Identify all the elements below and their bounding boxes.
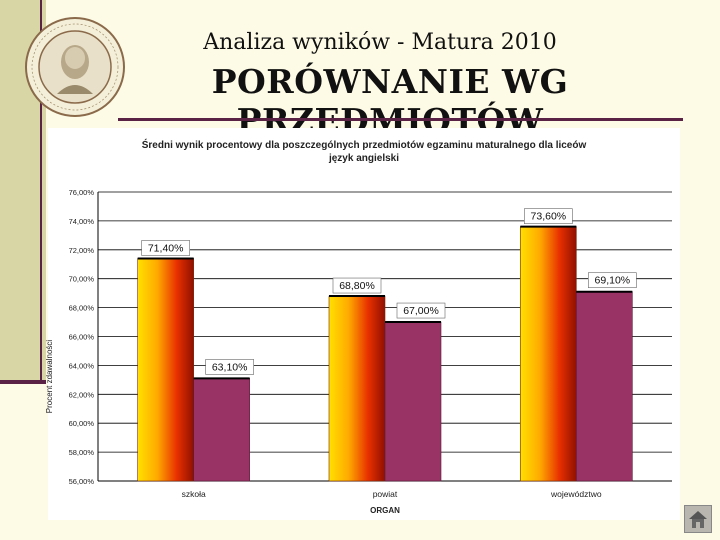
data-label-box xyxy=(588,272,637,289)
y-tick-label: 74,00% xyxy=(69,217,95,226)
school-seal-logo xyxy=(25,17,125,117)
x-axis-title: ORGAN xyxy=(370,506,400,515)
chart-title: Średni wynik procentowy dla poszczególny… xyxy=(48,139,680,165)
home-icon xyxy=(689,511,707,528)
chart-title-line1: Średni wynik procentowy dla poszczególny… xyxy=(141,140,587,151)
y-tick-label: 68,00% xyxy=(69,304,95,313)
y-tick-label: 60,00% xyxy=(69,419,95,428)
y-tick-label: 66,00% xyxy=(69,333,95,342)
left-accent-line xyxy=(0,380,46,384)
bar xyxy=(520,226,577,482)
x-tick-label: szkoła xyxy=(182,489,206,499)
x-tick-label: powiat xyxy=(373,489,398,499)
y-axis-title: Procent zdawalności xyxy=(45,340,54,414)
data-label: 68,80% xyxy=(339,280,375,292)
bar xyxy=(137,258,194,482)
y-tick-label: 76,00% xyxy=(69,188,95,197)
y-tick-label: 72,00% xyxy=(69,246,95,255)
title-rule xyxy=(118,118,683,121)
data-label-box xyxy=(524,208,573,224)
y-tick-label: 56,00% xyxy=(69,477,95,486)
y-tick-label: 62,00% xyxy=(69,390,95,399)
data-label-box xyxy=(141,240,190,256)
bar xyxy=(384,321,442,482)
y-tick-label: 70,00% xyxy=(69,275,95,284)
data-label: 69,10% xyxy=(595,275,631,287)
data-label: 71,40% xyxy=(148,242,184,254)
band-vertical-line xyxy=(40,0,42,380)
data-label-box xyxy=(205,359,254,375)
slide-subtitle: Analiza wyników - Matura 2010 xyxy=(203,30,557,55)
bar xyxy=(193,378,250,482)
data-label: 67,00% xyxy=(403,305,439,317)
y-tick-label: 64,00% xyxy=(69,361,95,370)
data-label-box xyxy=(396,302,446,319)
data-label: 73,60% xyxy=(531,211,567,223)
home-button[interactable] xyxy=(684,505,712,533)
y-tick-label: 58,00% xyxy=(69,448,95,457)
data-label: 63,10% xyxy=(212,361,248,373)
x-tick-label: województwo xyxy=(550,489,602,499)
chart-title-line2: język angielski xyxy=(328,153,400,164)
bar xyxy=(328,295,386,482)
data-label-box xyxy=(332,277,382,294)
bar xyxy=(576,291,633,482)
